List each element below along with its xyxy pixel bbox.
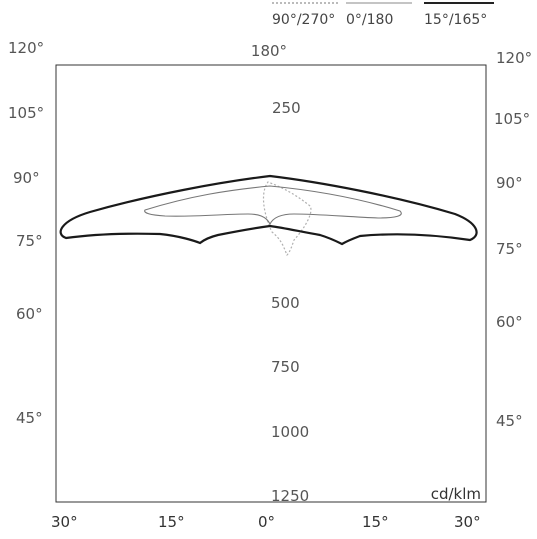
bottom-angle-label: 30°	[454, 513, 481, 531]
curve-0-180	[144, 185, 402, 226]
unit-label: cd/klm	[431, 485, 481, 503]
right-angle-label: 60°	[496, 313, 523, 331]
right-angle-label: 105°	[494, 110, 530, 128]
radial-label: 1250	[271, 487, 309, 505]
left-angle-label: 45°	[16, 409, 43, 427]
right-angle-label: 45°	[496, 412, 523, 430]
curve-90-270	[262, 181, 312, 257]
bottom-angle-labels: 30° 15° 0° 15° 30°	[51, 513, 481, 531]
legend: 90°/270° 0°/180 15°/165°	[272, 2, 494, 28]
left-angle-label: 60°	[16, 305, 43, 323]
right-angle-label: 120°	[496, 49, 532, 67]
legend-label-15-165: 15°/165°	[424, 12, 487, 28]
bottom-angle-label: 30°	[51, 513, 78, 531]
series-curves	[59, 174, 478, 257]
left-angle-labels: 120° 105° 90° 75° 60° 45°	[8, 39, 44, 427]
right-angle-label: 90°	[496, 174, 523, 192]
left-angle-label: 105°	[8, 104, 44, 122]
bottom-angle-label: 0°	[258, 513, 275, 531]
left-angle-label: 90°	[13, 169, 40, 187]
legend-label-0-180: 0°/180	[346, 12, 393, 28]
bottom-angle-label: 15°	[158, 513, 185, 531]
radial-labels: 250 500 750 1000 1250	[271, 99, 309, 505]
left-angle-label: 75°	[16, 232, 43, 250]
top-angle-label: 180°	[251, 42, 287, 60]
bottom-angle-label: 15°	[362, 513, 389, 531]
radial-label: 750	[271, 358, 300, 376]
radial-label: 500	[271, 294, 300, 312]
plot-frame	[55, 64, 487, 503]
curve-15-165	[59, 174, 478, 246]
right-angle-label: 75°	[496, 240, 523, 258]
radial-label: 250	[272, 99, 301, 117]
radial-label: 1000	[271, 423, 309, 441]
left-angle-label: 120°	[8, 39, 44, 57]
right-angle-labels: 120° 105° 90° 75° 60° 45°	[494, 49, 532, 430]
legend-label-90-270: 90°/270°	[272, 12, 335, 28]
